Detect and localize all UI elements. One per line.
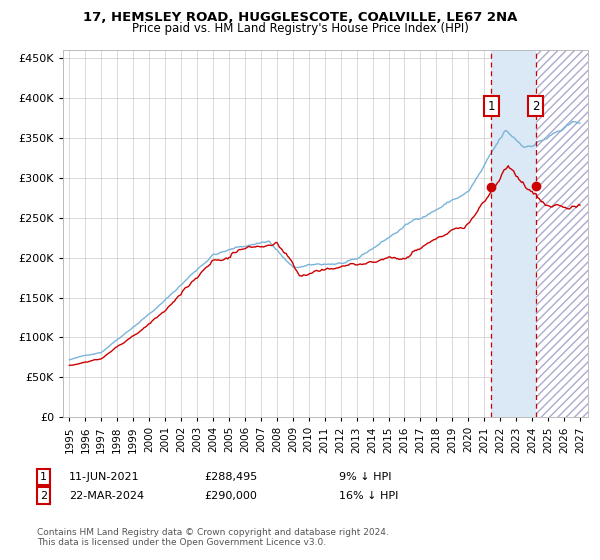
- Text: £290,000: £290,000: [204, 491, 257, 501]
- Text: Contains HM Land Registry data © Crown copyright and database right 2024.
This d: Contains HM Land Registry data © Crown c…: [37, 528, 389, 547]
- Text: 1: 1: [488, 100, 495, 113]
- Text: Price paid vs. HM Land Registry's House Price Index (HPI): Price paid vs. HM Land Registry's House …: [131, 22, 469, 35]
- Bar: [536, 50, 588, 417]
- Text: 1: 1: [40, 472, 47, 482]
- Bar: [491, 50, 536, 417]
- Text: 17, HEMSLEY ROAD, HUGGLESCOTE, COALVILLE, LE67 2NA: 17, HEMSLEY ROAD, HUGGLESCOTE, COALVILLE…: [83, 11, 517, 24]
- Text: 22-MAR-2024: 22-MAR-2024: [69, 491, 144, 501]
- Text: 2: 2: [532, 100, 539, 113]
- Text: £288,495: £288,495: [204, 472, 257, 482]
- Text: 16% ↓ HPI: 16% ↓ HPI: [339, 491, 398, 501]
- Text: 2: 2: [40, 491, 47, 501]
- Text: 9% ↓ HPI: 9% ↓ HPI: [339, 472, 391, 482]
- Text: 11-JUN-2021: 11-JUN-2021: [69, 472, 140, 482]
